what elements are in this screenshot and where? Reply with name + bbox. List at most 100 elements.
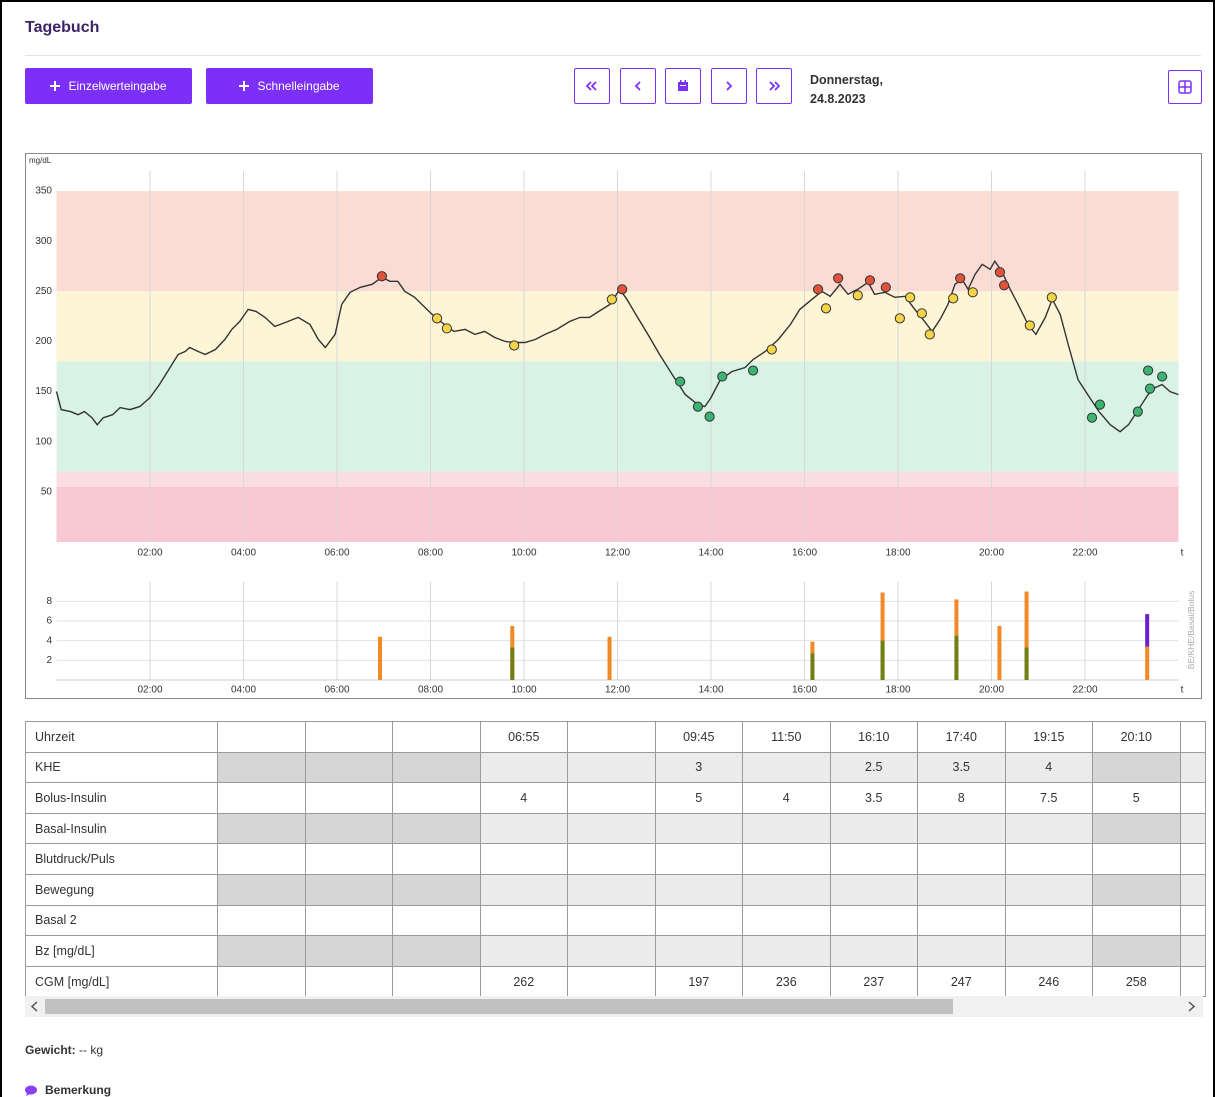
- y-tick-label: 150: [35, 386, 52, 397]
- glucose-point: [431, 313, 443, 324]
- table-row: Basal 2: [25, 904, 1206, 937]
- glucose-point: [948, 293, 959, 304]
- x-tick-label: 08:00: [418, 685, 443, 696]
- cell: 16:10: [829, 721, 918, 753]
- y-tick-label: 4: [46, 635, 52, 646]
- cell: [479, 873, 568, 906]
- cell: [829, 904, 918, 937]
- cell: [1092, 751, 1181, 784]
- bar: [997, 625, 1002, 680]
- scroll-thumb[interactable]: [45, 999, 953, 1014]
- glucose-point: [1132, 406, 1143, 417]
- cell: [742, 904, 831, 937]
- row-label: Bolus-Insulin: [25, 782, 218, 814]
- cell: [479, 904, 568, 937]
- glucose-point: [1157, 371, 1168, 382]
- cell: 3.5: [829, 782, 918, 814]
- icon: [586, 81, 597, 91]
- x-tick-label: 18:00: [885, 548, 910, 559]
- glucose-point: [820, 303, 832, 314]
- cell: [392, 812, 481, 845]
- y-tick-label: 2: [46, 655, 52, 666]
- bar: [1145, 646, 1150, 680]
- button-label: Schnelleingabe: [257, 79, 340, 93]
- glucose-point: [864, 275, 876, 286]
- cell: [217, 751, 306, 784]
- glucose-point: [1046, 292, 1057, 303]
- x-tick-label: 14:00: [698, 548, 723, 559]
- x-tick-label: 02:00: [137, 685, 162, 696]
- cell: [479, 812, 568, 845]
- header-row: Uhrzeit 06:55 09:45 11:50 16:10 17:40 19:15 20:…: [25, 721, 1206, 753]
- add-single-button[interactable]: Einzelwerteingabe: [25, 68, 192, 104]
- cell: [1179, 812, 1206, 845]
- cell: 246: [1004, 965, 1093, 998]
- cell: [917, 935, 1006, 967]
- cell: 2.5: [829, 751, 918, 784]
- glucose-point: [675, 376, 686, 387]
- cell: [304, 751, 393, 784]
- cell: [1092, 812, 1181, 845]
- glucose-point: [916, 308, 927, 319]
- cell: [917, 904, 1006, 937]
- x-tick-label: 20:00: [979, 685, 1004, 696]
- cell: [479, 751, 568, 784]
- cell: [829, 873, 918, 906]
- glucose-point: [833, 273, 844, 284]
- table-row: Bewegung: [25, 873, 1206, 906]
- cell: [654, 812, 743, 845]
- glucose-point: [994, 267, 1006, 278]
- glucose-point: [509, 340, 520, 351]
- cell: [1092, 935, 1181, 967]
- cell: 8: [917, 782, 1006, 814]
- weight: Gewicht: -- kg: [25, 1043, 103, 1057]
- cell: [1092, 904, 1181, 937]
- glucose-point: [1086, 412, 1098, 423]
- y-tick-label: 100: [35, 436, 52, 447]
- remark[interactable]: Bemerkung: [25, 1083, 111, 1097]
- glucose-point: [717, 371, 728, 382]
- cell: 258: [1092, 965, 1181, 998]
- prev-button[interactable]: [620, 68, 656, 104]
- cell: [742, 843, 831, 875]
- layout-button[interactable]: [1168, 70, 1202, 104]
- weight-value: -- kg: [79, 1043, 104, 1057]
- cell: [1179, 782, 1206, 814]
- cell: [217, 873, 306, 906]
- cell: [917, 873, 1006, 906]
- y-tick-label: 50: [41, 487, 53, 498]
- cell: [1179, 965, 1206, 998]
- x-tick-label: 22:00: [1072, 685, 1097, 696]
- x-tick-label: 08:00: [418, 548, 443, 559]
- next-button[interactable]: [711, 68, 747, 104]
- row-label: Blutdruck/Puls: [25, 843, 218, 875]
- cell: 197: [654, 965, 743, 998]
- charts: 50 100 150 200 250 300 350 02:00 04:00 06:00 08:00…: [25, 153, 1202, 699]
- cell: [1179, 751, 1206, 784]
- cell: [742, 812, 831, 845]
- cell: [567, 935, 656, 967]
- cell: [1179, 935, 1206, 967]
- x-tick-label: 20:00: [979, 548, 1004, 559]
- row-label: KHE: [25, 751, 218, 784]
- icon: [726, 81, 733, 91]
- cell: [392, 751, 481, 784]
- glucose-point: [1144, 383, 1156, 394]
- first-button[interactable]: [574, 68, 610, 104]
- x-tick-label: 04:00: [231, 548, 256, 559]
- page-title: Tagebuch: [25, 19, 100, 36]
- last-button[interactable]: [756, 68, 792, 104]
- quick-entry-button[interactable]: Schnelleingabe: [206, 68, 373, 104]
- y-axis-label: BE/KHE/Basal/Bolus: [1186, 591, 1196, 669]
- glucose-point: [1094, 399, 1106, 410]
- row-label: Bz [mg/dL]: [25, 935, 218, 967]
- cell: 262: [479, 965, 568, 998]
- cell: [392, 721, 481, 753]
- cell: [217, 965, 306, 998]
- cell: [1179, 721, 1206, 753]
- glucose-point: [924, 329, 935, 340]
- calendar-button[interactable]: [665, 68, 701, 104]
- glucose-point: [967, 287, 978, 298]
- x-axis-end-label: t: [1181, 548, 1184, 559]
- glucose-point: [955, 273, 966, 284]
